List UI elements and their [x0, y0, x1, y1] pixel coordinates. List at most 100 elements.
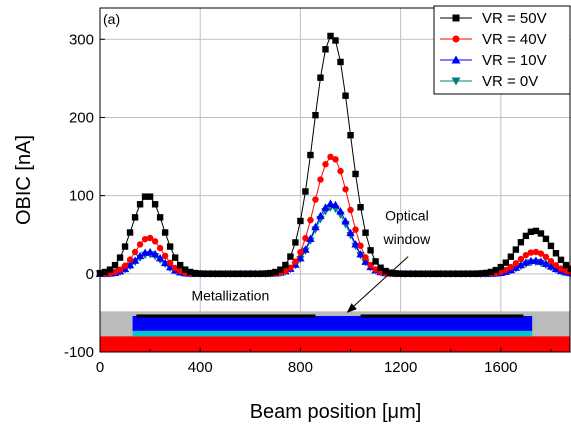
data-point: [527, 228, 535, 235]
data-point: [332, 156, 339, 163]
data-point: [106, 266, 114, 273]
data-point: [372, 266, 379, 273]
data-point: [522, 232, 530, 240]
data-point: [567, 265, 571, 272]
data-point: [362, 229, 369, 236]
data-point: [346, 228, 355, 237]
data-point: [141, 235, 149, 243]
data-point: [557, 256, 565, 264]
legend-entry: VR = 50V: [440, 10, 547, 27]
data-point: [452, 270, 459, 278]
data-point: [287, 253, 294, 260]
data-point: [322, 161, 329, 168]
data-point: [527, 249, 535, 256]
legend-entry: VR = 10V: [440, 52, 547, 69]
data-point: [552, 262, 560, 269]
data-point: [131, 248, 139, 256]
substrate-layer: [100, 336, 570, 352]
legend-entry: VR = 0V: [440, 73, 538, 90]
data-point: [282, 261, 289, 269]
data-point: [357, 242, 364, 249]
data-point: [321, 203, 330, 211]
data-point: [111, 261, 119, 269]
data-point: [352, 170, 359, 178]
data-point: [497, 263, 505, 271]
data-point: [546, 262, 556, 270]
data-point: [145, 247, 155, 256]
y-tick-label: 100: [69, 188, 94, 205]
y-tick-label: 200: [69, 109, 94, 126]
data-point: [541, 259, 551, 267]
data-point: [547, 242, 555, 250]
data-point: [341, 217, 350, 225]
data-point: [487, 268, 495, 276]
legend-label: VR = 10V: [482, 52, 547, 69]
data-point: [492, 266, 500, 274]
data-point: [156, 214, 164, 221]
data-point: [297, 248, 304, 256]
plot-frame: [99, 7, 571, 353]
legend-entry: VR = 40V: [440, 31, 547, 48]
legend-marker: [451, 55, 461, 64]
data-point: [171, 254, 179, 261]
data-point: [311, 222, 320, 231]
data-point: [282, 267, 289, 275]
data-point: [197, 270, 204, 277]
data-point: [422, 270, 429, 278]
data-point: [151, 201, 159, 208]
data-point: [562, 261, 570, 269]
data-point: [302, 235, 309, 242]
data-point: [507, 263, 515, 271]
data-point: [531, 256, 541, 264]
data-point: [176, 267, 184, 275]
data-point: [347, 132, 354, 139]
data-point: [327, 153, 334, 161]
data-point: [457, 270, 464, 278]
data-point: [242, 270, 249, 278]
data-point: [356, 249, 365, 258]
data-point: [306, 234, 315, 242]
data-point: [322, 46, 329, 53]
data-point: [482, 269, 490, 277]
data-point: [136, 201, 144, 208]
data-point: [146, 193, 154, 200]
data-point: [257, 270, 264, 277]
x-tick-label: 400: [188, 359, 213, 376]
data-point: [292, 258, 299, 265]
data-point: [217, 270, 224, 278]
annotation-optical-window-line2: window: [383, 231, 432, 247]
data-point: [296, 254, 305, 262]
panel-label: (a): [103, 11, 120, 27]
data-point: [121, 243, 129, 250]
data-point: [176, 261, 184, 269]
data-point: [317, 176, 324, 183]
data-point: [116, 254, 124, 261]
legend-marker: [451, 77, 461, 86]
data-point: [317, 74, 324, 81]
y-tick-label: -100: [64, 344, 94, 361]
metal-contact-left: [136, 314, 316, 318]
series-vr-40v: [96, 153, 571, 278]
data-point: [150, 249, 160, 258]
data-point: [307, 151, 314, 159]
data-point: [467, 270, 474, 277]
data-point: [312, 196, 319, 203]
data-point: [392, 270, 399, 277]
data-point: [477, 270, 485, 277]
data-point: [186, 268, 194, 276]
data-point: [161, 252, 169, 260]
data-point: [417, 270, 424, 278]
data-point: [155, 253, 165, 262]
data-point: [536, 257, 546, 265]
data-point: [160, 258, 170, 267]
annotation-metallization: Metallization: [191, 287, 269, 303]
data-point: [337, 58, 344, 66]
data-point: [407, 270, 414, 278]
data-point: [412, 270, 419, 278]
annotation-optical-window-line1: Optical: [385, 208, 429, 224]
data-point: [437, 270, 444, 278]
data-point: [397, 270, 404, 277]
data-point: [361, 257, 370, 265]
